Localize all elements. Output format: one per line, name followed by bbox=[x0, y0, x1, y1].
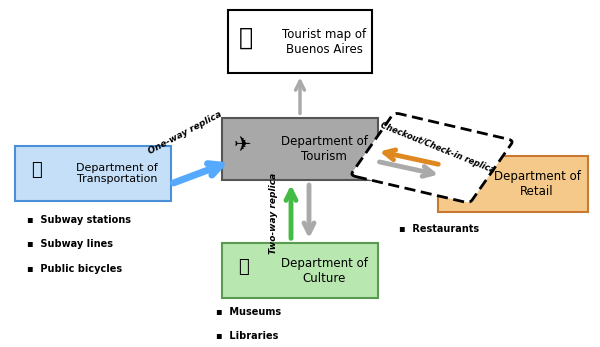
Text: Two-way replica: Two-way replica bbox=[269, 173, 277, 254]
Text: ▪  Libraries: ▪ Libraries bbox=[216, 331, 278, 341]
Text: ▪  Subway stations: ▪ Subway stations bbox=[27, 215, 131, 225]
FancyBboxPatch shape bbox=[15, 146, 171, 201]
FancyBboxPatch shape bbox=[352, 113, 512, 202]
Text: One-way replica: One-way replica bbox=[147, 110, 224, 156]
Text: Department of
Transportation: Department of Transportation bbox=[76, 163, 158, 184]
FancyBboxPatch shape bbox=[222, 118, 378, 180]
FancyBboxPatch shape bbox=[222, 243, 378, 298]
Text: ▪  Subway lines: ▪ Subway lines bbox=[27, 239, 113, 249]
FancyBboxPatch shape bbox=[228, 10, 372, 73]
Text: Department of
Retail: Department of Retail bbox=[494, 170, 580, 198]
Text: 🏪: 🏪 bbox=[451, 171, 461, 189]
Text: ▪  Museums: ▪ Museums bbox=[216, 307, 281, 317]
Text: Department of
Tourism: Department of Tourism bbox=[281, 135, 367, 163]
Text: ✈: ✈ bbox=[234, 136, 252, 156]
Text: Tourist map of
Buenos Aires: Tourist map of Buenos Aires bbox=[282, 28, 366, 56]
Text: Department of
Culture: Department of Culture bbox=[281, 257, 367, 285]
Text: ▪  Restaurants: ▪ Restaurants bbox=[399, 224, 479, 234]
Text: 🗺: 🗺 bbox=[239, 26, 253, 50]
Text: Checkout/Check-in replica: Checkout/Check-in replica bbox=[379, 120, 497, 175]
Text: ▪  Public bicycles: ▪ Public bicycles bbox=[27, 264, 122, 274]
FancyBboxPatch shape bbox=[438, 156, 588, 212]
Text: 🚐: 🚐 bbox=[31, 161, 41, 179]
Text: 🏛: 🏛 bbox=[238, 258, 248, 276]
